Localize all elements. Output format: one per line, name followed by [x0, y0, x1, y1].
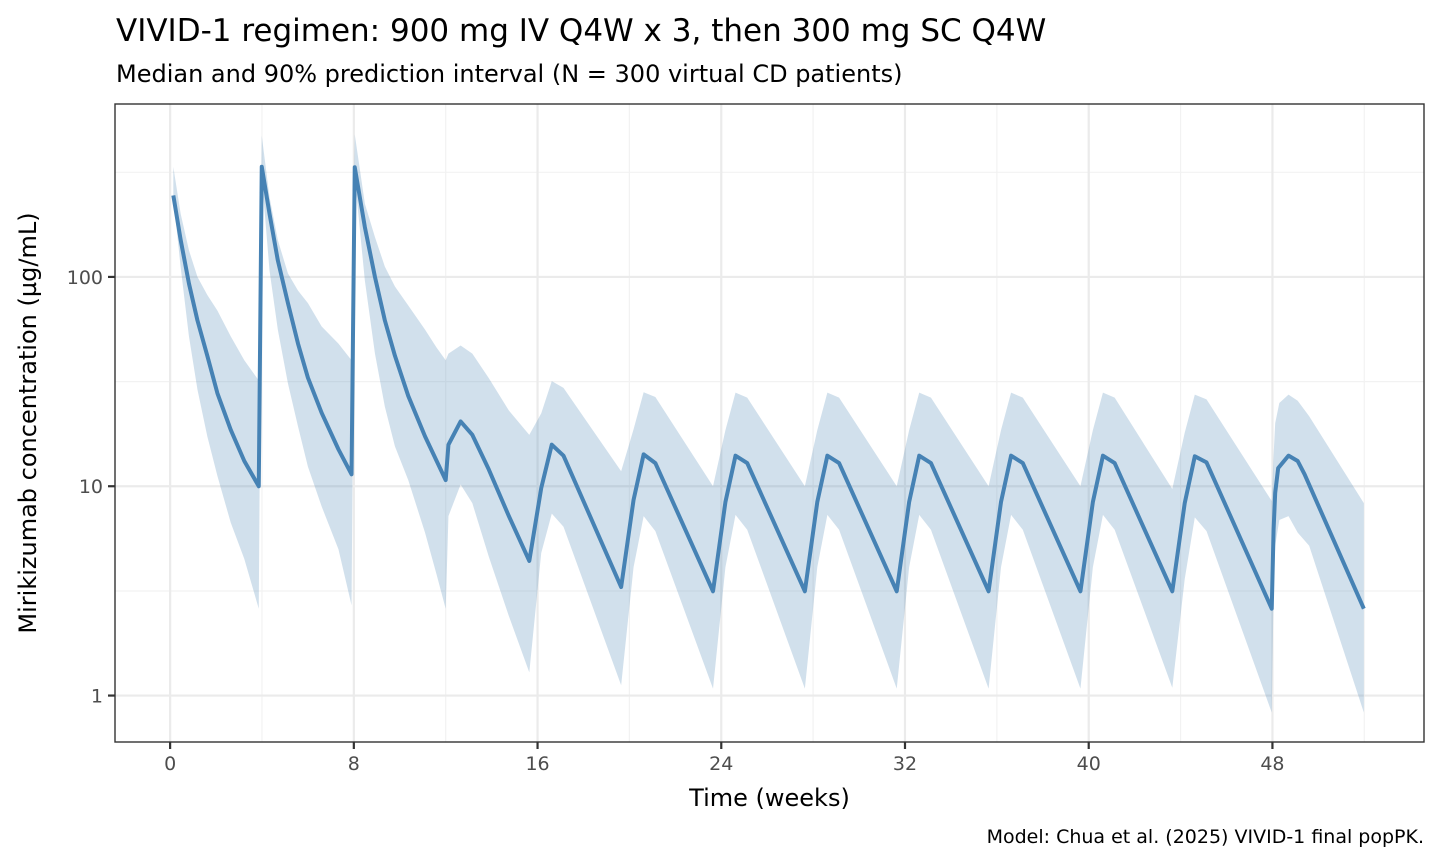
y-axis: 1 10 100 [67, 267, 115, 708]
x-tick-label: 48 [1260, 753, 1284, 775]
x-tick-label: 8 [348, 753, 360, 775]
minor-gridlines [115, 104, 1424, 742]
panel-background [115, 104, 1424, 742]
x-tick-label: 24 [709, 753, 733, 775]
x-tick-label: 32 [893, 753, 917, 775]
y-tick-label: 10 [79, 476, 103, 498]
plot-panel [114, 103, 1425, 743]
y-tick-label: 100 [67, 267, 103, 289]
chart-title: VIVID-1 regimen: 900 mg IV Q4W x 3, then… [116, 13, 1046, 49]
prediction-interval-band [173, 134, 1364, 713]
series-line-median [171, 164, 1366, 611]
major-gridlines [115, 104, 1424, 742]
ribbon-90pct-pi [173, 134, 1364, 713]
chart-caption: Model: Chua et al. (2025) VIVID-1 final … [987, 826, 1424, 848]
x-axis-title: Time (weeks) [688, 784, 850, 812]
panel-border [114, 103, 1425, 743]
y-axis-title: Mirikizumab concentration (µg/mL) [14, 212, 42, 633]
x-tick-label: 40 [1077, 753, 1101, 775]
x-axis: 0 8 16 24 32 40 48 [164, 742, 1285, 775]
x-tick-label: 0 [164, 753, 176, 775]
x-tick-label: 16 [525, 753, 549, 775]
chart-subtitle: Median and 90% prediction interval (N = … [116, 60, 902, 88]
y-tick-label: 1 [91, 686, 103, 708]
median-line [171, 164, 1366, 611]
